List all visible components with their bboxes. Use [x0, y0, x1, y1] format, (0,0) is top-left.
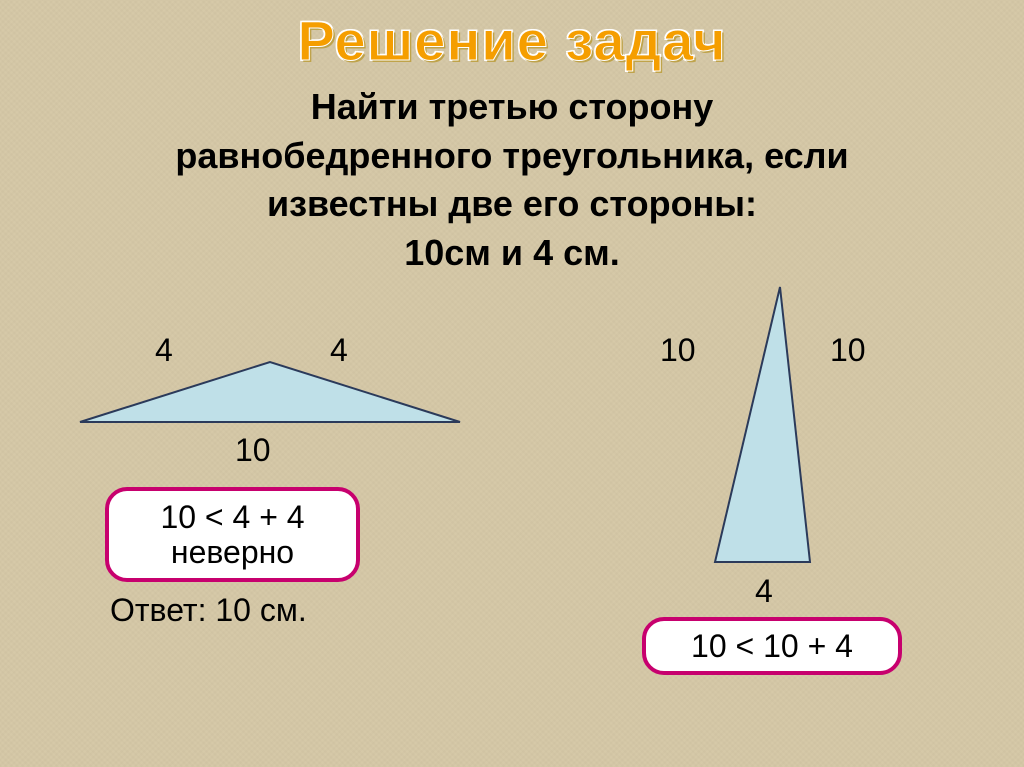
right-inequality-bubble: 10 < 10 + 4	[642, 617, 902, 675]
problem-line4: 10см и 4 см.	[0, 229, 1024, 278]
left-tri-label-rightside: 4	[330, 332, 348, 369]
right-tri-label-base: 4	[755, 573, 773, 610]
problem-line3: известны две его стороны:	[0, 180, 1024, 229]
problem-text: Найти третью сторону равнобедренного тре…	[0, 83, 1024, 277]
diagram-area: 4 4 10 10 < 4 + 4 неверно Ответ: 10 см. …	[0, 277, 1024, 737]
right-tri-label-rightside: 10	[830, 332, 866, 369]
right-triangle	[705, 277, 835, 577]
left-bubble-line2: неверно	[171, 535, 294, 570]
answer-text: Ответ: 10 см.	[110, 592, 307, 629]
left-tri-label-leftside: 4	[155, 332, 173, 369]
slide-content: Решение задач Найти третью сторону равно…	[0, 0, 1024, 767]
problem-line1: Найти третью сторону	[0, 83, 1024, 132]
left-triangle	[60, 342, 480, 442]
right-tri-label-leftside: 10	[660, 332, 696, 369]
right-bubble-line1: 10 < 10 + 4	[691, 629, 853, 664]
left-tri-label-base: 10	[235, 432, 271, 469]
problem-line2: равнобедренного треугольника, если	[0, 132, 1024, 181]
right-triangle-shape	[715, 287, 810, 562]
slide-title: Решение задач	[0, 8, 1024, 73]
left-triangle-shape	[80, 362, 460, 422]
left-inequality-bubble: 10 < 4 + 4 неверно	[105, 487, 360, 582]
left-bubble-line1: 10 < 4 + 4	[160, 500, 304, 535]
